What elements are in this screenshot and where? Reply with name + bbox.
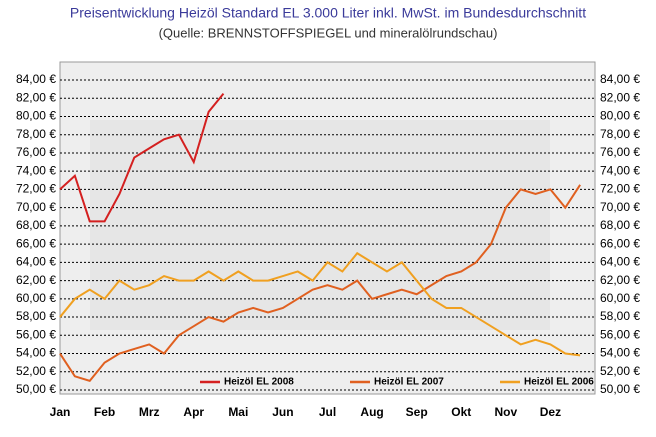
legend-label: Heizöl EL 2007: [374, 377, 444, 388]
x-tick-label: Mai: [228, 405, 248, 419]
y-tick-label-right: 50,00 €: [600, 382, 640, 396]
y-tick-label-right: 84,00 €: [600, 72, 640, 86]
y-tick-label: 84,00 €: [16, 72, 56, 86]
y-tick-label-right: 68,00 €: [600, 218, 640, 232]
y-tick-label-right: 54,00 €: [600, 346, 640, 360]
y-tick-label-right: 52,00 €: [600, 364, 640, 378]
x-tick-label: Sep: [406, 405, 428, 419]
x-tick-label: Mrz: [139, 405, 160, 419]
chart-subtitle: (Quelle: BRENNSTOFFSPIEGEL und mineralöl…: [159, 25, 498, 40]
y-tick-label: 50,00 €: [16, 382, 56, 396]
x-tick-label: Apr: [183, 405, 204, 419]
y-tick-label: 80,00 €: [16, 109, 56, 123]
x-tick-label: Aug: [360, 405, 383, 419]
y-tick-label-right: 72,00 €: [600, 182, 640, 196]
y-tick-label: 56,00 €: [16, 327, 56, 341]
y-tick-label-right: 74,00 €: [600, 163, 640, 177]
y-tick-label-right: 64,00 €: [600, 255, 640, 269]
x-tick-label: Dez: [540, 405, 561, 419]
y-tick-label: 68,00 €: [16, 218, 56, 232]
y-tick-label: 60,00 €: [16, 291, 56, 305]
x-tick-label: Jun: [272, 405, 293, 419]
x-tick-label: Okt: [451, 405, 471, 419]
y-tick-label-right: 78,00 €: [600, 127, 640, 141]
y-tick-label-right: 80,00 €: [600, 109, 640, 123]
y-tick-label-right: 82,00 €: [600, 90, 640, 104]
y-tick-label: 62,00 €: [16, 273, 56, 287]
y-tick-label: 76,00 €: [16, 145, 56, 159]
legend-label: Heizöl EL 2006: [524, 377, 594, 388]
chart-title: Preisentwicklung Heizöl Standard EL 3.00…: [70, 5, 586, 21]
background-picture: [90, 120, 550, 330]
series-line: [59, 251, 581, 357]
y-tick-label-right: 70,00 €: [600, 200, 640, 214]
y-tick-label-right: 56,00 €: [600, 327, 640, 341]
y-tick-label: 78,00 €: [16, 127, 56, 141]
legend-label: Heizöl EL 2008: [224, 377, 294, 388]
series-line: [59, 184, 581, 383]
y-tick-label: 72,00 €: [16, 182, 56, 196]
y-tick-label: 54,00 €: [16, 346, 56, 360]
x-tick-label: Nov: [494, 405, 517, 419]
y-tick-label-right: 58,00 €: [600, 309, 640, 323]
y-tick-label-right: 66,00 €: [600, 236, 640, 250]
y-tick-label: 64,00 €: [16, 255, 56, 269]
x-tick-label: Feb: [94, 405, 115, 419]
y-tick-label: 58,00 €: [16, 309, 56, 323]
y-tick-label: 70,00 €: [16, 200, 56, 214]
y-tick-label: 82,00 €: [16, 90, 56, 104]
y-tick-label: 66,00 €: [16, 236, 56, 250]
y-tick-label: 52,00 €: [16, 364, 56, 378]
y-tick-label-right: 62,00 €: [600, 273, 640, 287]
y-tick-label: 74,00 €: [16, 163, 56, 177]
x-tick-label: Jul: [319, 405, 336, 419]
y-tick-label-right: 76,00 €: [600, 145, 640, 159]
x-tick-label: Jan: [50, 405, 71, 419]
series-line: [59, 93, 225, 223]
y-tick-label-right: 60,00 €: [600, 291, 640, 305]
